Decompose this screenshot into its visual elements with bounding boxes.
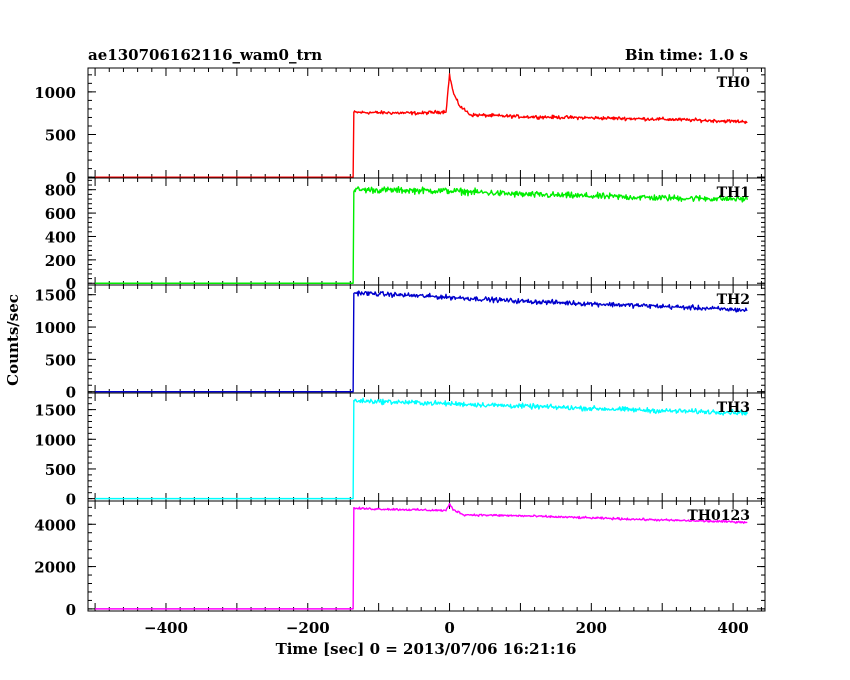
channel-label: TH0123 [687,508,750,524]
y-tick-label: 1500 [34,287,76,305]
panel-th0: 0 500 1000 TH0 [34,67,766,187]
y-tick-label: 600 [45,205,76,223]
y-tick-label: 1500 [34,402,76,420]
y-tick-label: 2000 [34,559,76,577]
y-tick-label: 1000 [34,319,76,337]
x-tick-label: 200 [576,619,607,637]
y-tick-label: 500 [45,127,76,145]
y-tick-label: 0 [66,491,76,509]
panel-frame [87,284,766,394]
panel-th2: 0 500 1000 1500 TH2 [34,284,766,402]
channel-label: TH3 [717,400,750,416]
series-line-th3 [95,397,748,500]
chart-title: ae130706162116_wam0_trn [88,46,322,64]
channel-label: TH0 [717,75,751,91]
panel-th1: 0 200 400 600 800 TH1 [45,177,766,293]
bin-time-label: Bin time: 1.0 s [625,46,748,64]
y-tick-label: 0 [66,601,76,619]
x-tick-label: 400 [717,619,748,637]
series-line-th1 [95,186,748,284]
channel-label: TH2 [717,292,750,308]
y-tick-label: 400 [45,228,76,246]
panel-frame [87,67,766,179]
series-line-th0123 [95,502,748,610]
panel-frame [87,500,766,612]
y-tick-label: 0 [66,169,76,187]
y-tick-label: 0 [66,275,76,293]
y-tick-label: 500 [45,351,76,369]
series-line-th2 [95,290,748,393]
y-tick-label: 1000 [34,431,76,449]
channel-label: TH1 [717,185,750,201]
panel-frame [87,177,766,286]
panel-th0123: 0 2000 4000 TH0123 [34,500,766,619]
panel-th3: 0 500 1000 1500 TH3 [34,392,766,509]
y-axis-label: Counts/sec [4,294,22,386]
x-tick-label: −200 [286,619,330,637]
y-tick-label: 4000 [34,516,76,534]
y-tick-label: 800 [45,182,76,200]
x-tick-label: −400 [144,619,188,637]
y-tick-label: 1000 [34,84,76,102]
y-tick-label: 500 [45,461,76,479]
y-tick-label: 200 [45,252,76,270]
x-axis-label: Time [sec] 0 = 2013/07/06 16:21:16 [276,640,577,658]
y-tick-label: 0 [66,384,76,402]
series-line-th0 [95,73,748,178]
panels-group: 0 500 1000 TH0 0 200 400 600 800 TH1 0 500 1000 1500 T… [34,67,766,637]
x-tick-label: 0 [444,619,454,637]
panel-frame [87,392,766,502]
